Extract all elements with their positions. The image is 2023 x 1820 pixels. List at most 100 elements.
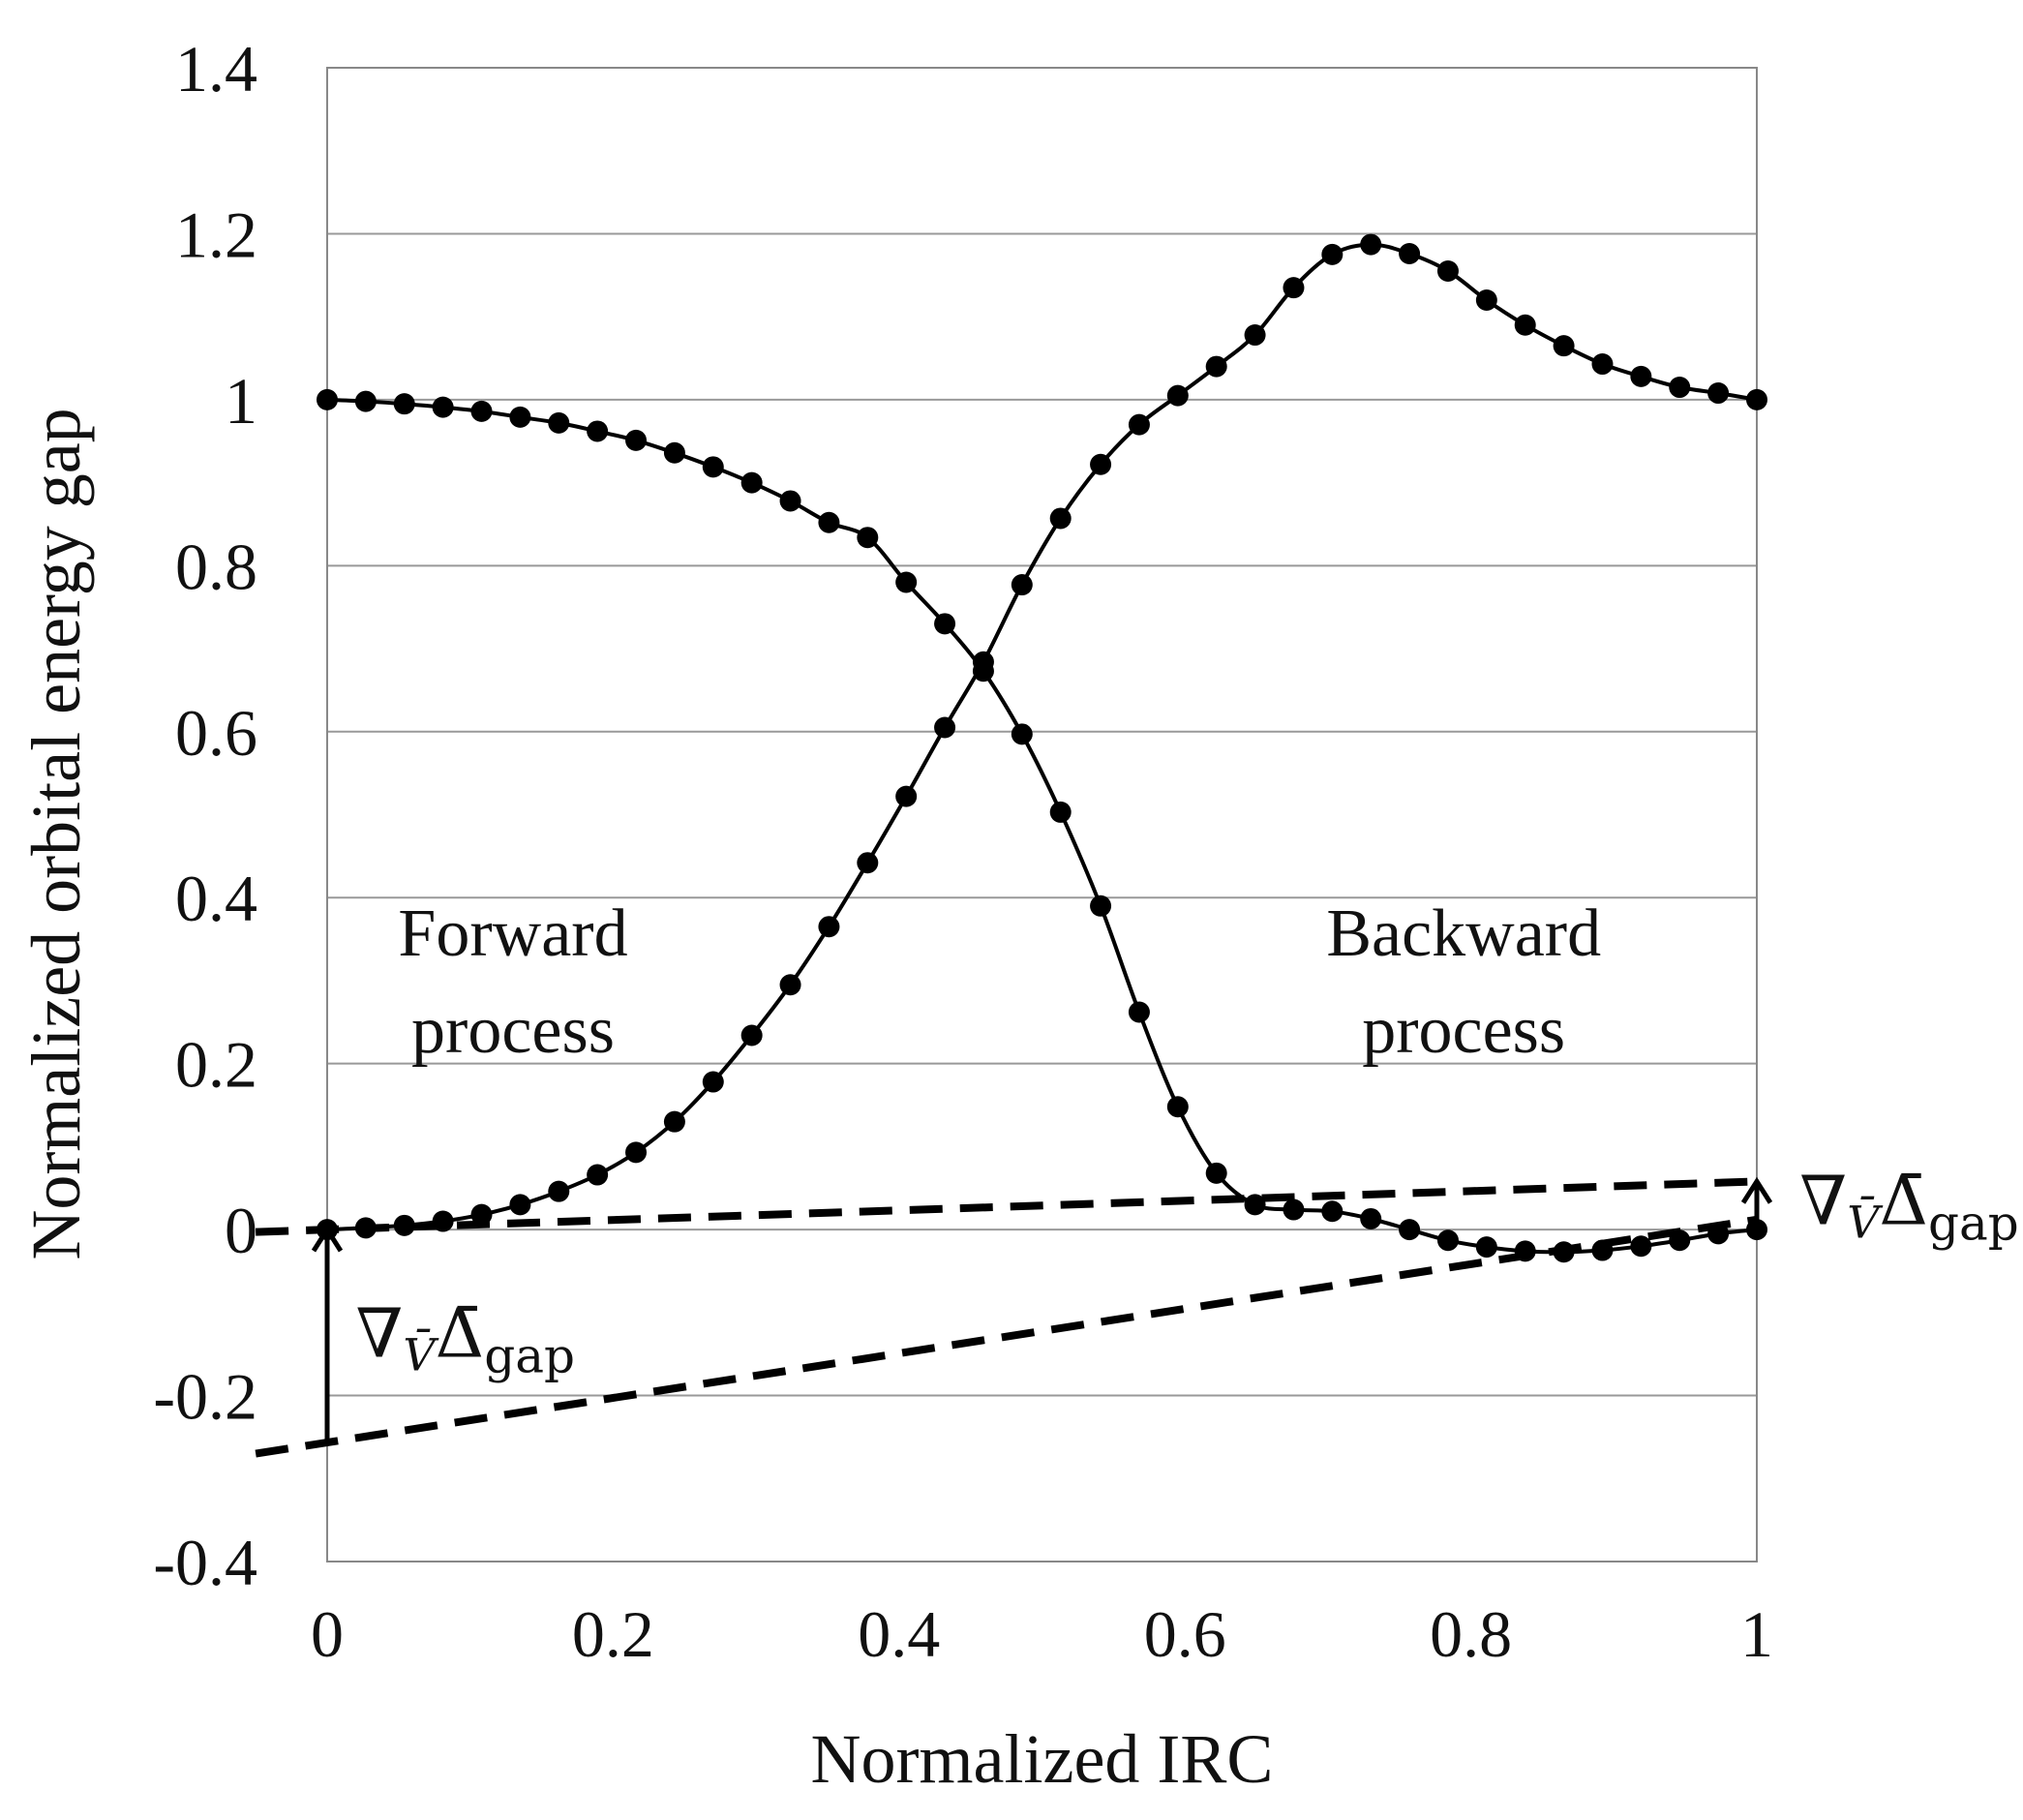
series-1-point (1360, 1207, 1382, 1229)
series-2-point (1321, 243, 1344, 265)
series-1-line (326, 397, 1758, 1255)
series-1-point (548, 411, 570, 434)
series-1-point (432, 396, 454, 418)
y-tick-label: 1 (225, 364, 257, 438)
process-label-line: process (1362, 993, 1565, 1068)
series-2-point (740, 1024, 763, 1046)
y-tick-label: 0 (225, 1194, 257, 1267)
series-1-point (587, 420, 609, 442)
gradient-label-sub2: gap (484, 1328, 575, 1384)
tangent-line-2 (255, 1215, 1758, 1458)
process-label-line: Backward (1326, 896, 1601, 971)
x-tick-labels: 0 0.2 0.4 0.6 0.8 1 (311, 1597, 1773, 1671)
series-2-point (934, 716, 956, 739)
series-1-point (934, 613, 956, 635)
series-1-point (740, 471, 763, 494)
x-tick-label: 0 (311, 1597, 344, 1671)
y-tick-label: 1.4 (175, 32, 257, 106)
process-label: Forward process (398, 896, 627, 1068)
series-layer (317, 233, 1767, 1263)
gradient-arrowhead (311, 1225, 344, 1253)
series-2-point (663, 1110, 685, 1133)
series-2-point (393, 1214, 415, 1236)
series-1-point (1128, 1001, 1150, 1023)
series-2-point (1746, 388, 1767, 410)
series-1-point (702, 456, 724, 478)
series-2-point (1244, 324, 1266, 347)
series-1-point (1321, 1200, 1344, 1223)
x-axis-title: Normalized IRC (811, 1720, 1274, 1798)
series-2-point (1553, 335, 1575, 357)
series-1-point (857, 527, 879, 549)
series-2-point (1049, 507, 1072, 530)
series-2-point (702, 1071, 724, 1093)
series-2-line (326, 242, 1758, 1232)
series-2-point (1514, 314, 1536, 336)
series-2-point (1630, 365, 1652, 387)
x-tick-label: 0.6 (1144, 1597, 1226, 1671)
series-2-point (1669, 377, 1691, 399)
series-2-point (1707, 382, 1730, 405)
series-1-point (354, 390, 377, 412)
series-1-point (470, 400, 493, 422)
series-1-point (1011, 723, 1033, 745)
series-1-point (818, 511, 840, 533)
series-1-point (625, 429, 648, 451)
series-1-point (1205, 1162, 1227, 1184)
series-1-point (1399, 1219, 1421, 1241)
series-1-point (1166, 1096, 1189, 1118)
series-2-point (972, 651, 994, 673)
series-1-point (1436, 1229, 1459, 1252)
gradient-label: ∇V̄Δ̄gap (1799, 1161, 2019, 1251)
series-1-point (1630, 1235, 1652, 1258)
y-tick-label: 1.2 (175, 197, 257, 271)
y-tick-label: -0.2 (153, 1360, 257, 1434)
series-1-point (317, 388, 338, 410)
series-2-point (1011, 574, 1033, 596)
y-tick-label: 0.6 (175, 696, 257, 770)
gradient-label-base: ∇ (1799, 1161, 1847, 1240)
gridlines (327, 232, 1757, 1397)
series-1-point (1475, 1236, 1497, 1259)
y-tick-label: -0.4 (153, 1526, 257, 1599)
series-2-point (1399, 243, 1421, 265)
gradient-label-delta: Δ̄ (436, 1294, 485, 1374)
series-2-point (818, 916, 840, 938)
series-1-point (1283, 1198, 1305, 1221)
series-2-point (857, 852, 879, 874)
plot-frame (326, 67, 1758, 1562)
series-2-point (895, 785, 918, 807)
series-2-point (548, 1180, 570, 1202)
series-1-point (1090, 895, 1112, 917)
series-1-point (1244, 1194, 1266, 1216)
series-1-point (895, 571, 918, 593)
series-2-point (1360, 233, 1382, 256)
gradient-label-sub1: V̄ (403, 1327, 439, 1380)
x-tick-label: 0.4 (858, 1597, 940, 1671)
series-2-point (1591, 353, 1614, 376)
process-label-line: process (411, 993, 615, 1068)
series-2-point (1128, 413, 1150, 436)
series-2-point (1436, 260, 1459, 283)
series-2-point (1475, 289, 1497, 312)
series-1-point (663, 441, 685, 464)
series-1-point (1049, 801, 1072, 823)
series-1-point (509, 406, 531, 428)
series-1-point (393, 393, 415, 415)
y-tick-labels: 1.4 1.2 1 0.8 0.6 0.4 0.2 0 -0.2 -0.4 (153, 32, 257, 1599)
y-axis-title: Normalized orbital energy gap (17, 408, 95, 1259)
gradient-label-sub2: gap (1928, 1195, 2019, 1251)
x-tick-label: 0.2 (572, 1597, 654, 1671)
process-label: Backward process (1326, 896, 1601, 1068)
gradient-label: ∇V̄Δ̄gap (356, 1294, 576, 1384)
series-1-point (779, 490, 801, 512)
x-tick-label: 1 (1740, 1597, 1773, 1671)
series-2-point (1205, 355, 1227, 378)
y-tick-label: 0.4 (175, 862, 257, 935)
series-2-point (625, 1141, 648, 1164)
y-tick-label: 0.2 (175, 1028, 257, 1102)
gradient-label-sub1: V̄ (1847, 1195, 1884, 1248)
x-tick-label: 0.8 (1430, 1597, 1512, 1671)
